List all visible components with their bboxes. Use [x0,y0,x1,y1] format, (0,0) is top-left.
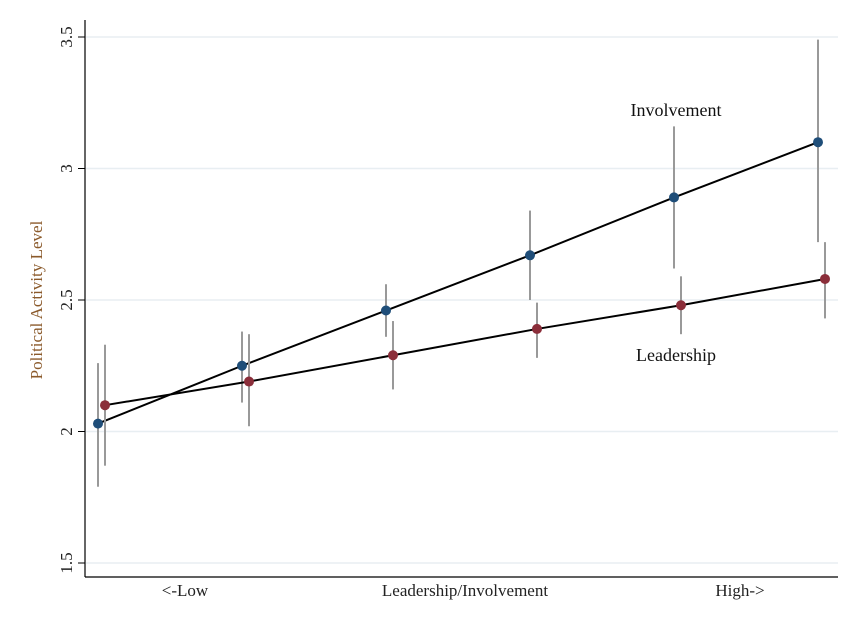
data-point [244,376,254,387]
gridlines [86,36,838,564]
data-point [93,418,103,429]
data-point [381,305,391,316]
y-tick-label: 2.5 [57,289,76,310]
y-tick-label: 1.5 [57,552,76,573]
x-tick-label-middle: Leadership/Involvement [382,581,548,600]
series-line [97,141,819,425]
data-point [388,350,398,361]
data-point [676,300,686,311]
y-tick-label: 3.5 [57,26,76,47]
series-leadership [100,242,830,466]
data-point [669,192,679,203]
y-tick-label: 2 [57,427,76,436]
data-point [100,400,110,411]
series-label-involvement: Involvement [631,100,722,120]
x-tick-label-high: High-> [715,581,764,600]
data-point [813,137,823,148]
data-point [525,250,535,261]
y-ticks: 1.5 2 2.5 3 3.5 [57,26,85,574]
data-point [237,360,247,371]
series-line [104,277,826,407]
series-label-leadership: Leadership [636,345,716,365]
x-tick-label-low: <-Low [162,581,209,600]
y-tick-label: 3 [57,164,76,173]
series-involvement [93,39,823,487]
data-point [532,323,542,334]
data-point [820,273,830,284]
series-group [93,39,830,487]
y-axis-label: Political Activity Level [27,220,46,379]
